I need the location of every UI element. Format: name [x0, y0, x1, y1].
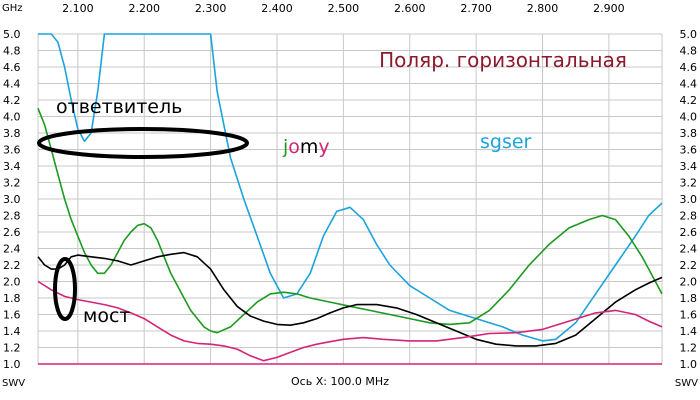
series-line-3: [37, 280, 663, 362]
y-tick-label-right: 3.8: [680, 127, 698, 140]
x-tick-label: 2.800: [527, 2, 559, 15]
y-tick-label-left: 1.0: [3, 358, 21, 371]
y-tick-label-right: 3.0: [680, 193, 698, 206]
y-tick-label-left: 3.2: [3, 177, 21, 190]
y-tick-label-right: 1.6: [680, 309, 698, 322]
y-tick-label-right: 4.6: [680, 61, 698, 74]
y-tick-label-right: 1.4: [680, 325, 698, 338]
series-label-jomy-m: m: [300, 136, 319, 158]
x-tick-label: 2.100: [62, 2, 94, 15]
bridge-ellipse: [53, 257, 77, 321]
y-tick-label-left: 3.8: [3, 127, 21, 140]
annotation-coupler: ответвитель: [56, 96, 182, 118]
x-tick-label: 2.500: [328, 2, 360, 15]
y-unit-left-label: SWV: [2, 378, 25, 389]
grid: [37, 33, 663, 365]
y-tick-label-right: 1.8: [680, 292, 698, 305]
x-tick-label: 2.900: [593, 2, 625, 15]
y-tick-label-left: 2.2: [3, 259, 21, 272]
chart-title: Поляр. горизонтальная: [379, 48, 627, 72]
y-tick-label-left: 2.8: [3, 210, 21, 223]
x-tick-label: 2.400: [261, 2, 293, 15]
y-tick-label-right: 4.8: [680, 45, 698, 58]
y-tick-label-right: 5.0: [680, 28, 698, 41]
x-tick-label: 2.200: [128, 2, 160, 15]
series-line-2: [37, 251, 663, 347]
series-label-jomy: jomy: [282, 136, 330, 158]
x-axis: 2.100 2.200 2.300 2.400 2.500 2.600 2.700 2.800…: [62, 2, 625, 15]
coupler-ellipse: [37, 127, 249, 159]
y-tick-label-right: 2.8: [680, 210, 698, 223]
series-group: [37, 33, 663, 362]
y-tick-label-left: 4.4: [3, 78, 21, 91]
series-label-jomy-y: y: [318, 136, 329, 158]
y-tick-label-left: 3.6: [3, 144, 21, 157]
y-tick-label-right: 1.2: [680, 342, 698, 355]
y-tick-label-right: 4.4: [680, 78, 698, 91]
y-tick-label-left: 2.0: [3, 276, 21, 289]
y-tick-label-right: 2.2: [680, 259, 698, 272]
y-tick-label-right: 1.0: [680, 358, 698, 371]
y-tick-label-left: 3.4: [3, 160, 21, 173]
x-axis-label: Ось X: 100.0 MHz: [291, 375, 389, 388]
y-tick-label-left: 5.0: [3, 28, 21, 41]
x-tick-label: 2.600: [394, 2, 426, 15]
x-tick-label: 2.300: [195, 2, 227, 15]
y-tick-label-right: 3.4: [680, 160, 698, 173]
y-tick-label-right: 2.0: [680, 276, 698, 289]
y-tick-label-right: 2.4: [680, 243, 698, 256]
y-axis-right: 5.0 4.8 4.6 4.4 4.2 4.0 3.8 3.6 3.4 3.2 3.0 2.8 2.6 2…: [680, 28, 698, 371]
y-tick-label-right: 4.0: [680, 111, 698, 124]
y-tick-label-left: 2.4: [3, 243, 21, 256]
y-tick-label-right: 3.2: [680, 177, 698, 190]
series-label-jomy-j: j: [282, 136, 288, 158]
y-unit-right-label: SWV: [675, 378, 698, 389]
y-tick-label-left: 4.6: [3, 61, 21, 74]
series-line-0: [38, 33, 663, 342]
y-tick-label-right: 4.2: [680, 94, 698, 107]
y-tick-label-left: 1.2: [3, 342, 21, 355]
y-tick-label-left: 4.2: [3, 94, 21, 107]
annotation-sgser: sgser: [480, 131, 532, 153]
y-tick-label-left: 4.8: [3, 45, 21, 58]
x-unit-label: GHz: [2, 3, 23, 14]
y-tick-label-left: 1.6: [3, 309, 21, 322]
y-tick-label-left: 1.8: [3, 292, 21, 305]
x-tick-label: 2.700: [460, 2, 492, 15]
annotation-bridge: мост: [83, 305, 130, 327]
y-tick-label-right: 2.6: [680, 226, 698, 239]
y-tick-label-left: 3.0: [3, 193, 21, 206]
y-tick-label-left: 2.6: [3, 226, 21, 239]
series-label-jomy-o: o: [288, 136, 300, 158]
y-tick-label-left: 1.4: [3, 325, 21, 338]
y-tick-label-right: 3.6: [680, 144, 698, 157]
series-line-1: [37, 108, 663, 334]
y-axis-left: 5.0 4.8 4.6 4.4 4.2 4.0 3.8 3.6 3.4 3.2 3.0 2.8 2.6 2…: [3, 28, 21, 371]
y-tick-label-left: 4.0: [3, 111, 21, 124]
